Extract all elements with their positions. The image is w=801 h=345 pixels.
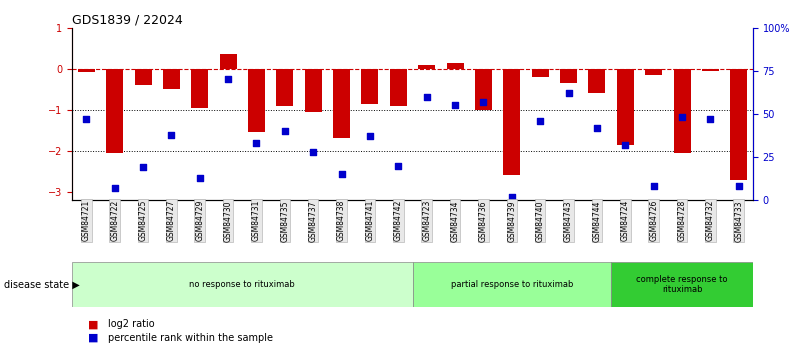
Point [675,115,688,120]
Bar [106,69,123,153]
Bar [191,69,208,108]
Text: GSM84737: GSM84737 [308,200,318,242]
Point [732,184,745,189]
Point [364,134,376,139]
Text: partial response to rituximab: partial response to rituximab [451,280,573,289]
Bar [304,69,322,112]
Text: disease state ▶: disease state ▶ [4,280,80,289]
Bar [731,69,747,179]
Text: GSM84727: GSM84727 [167,200,176,242]
Bar [645,69,662,75]
Text: GSM84732: GSM84732 [706,200,714,242]
Text: GSM84725: GSM84725 [139,200,147,242]
Bar [361,69,378,104]
Point [647,184,660,189]
Point [165,132,178,137]
Bar [248,69,265,132]
Text: GSM84729: GSM84729 [195,200,204,242]
Text: GSM84730: GSM84730 [223,200,232,242]
Text: GSM84723: GSM84723 [422,200,431,242]
Text: GSM84731: GSM84731 [252,200,261,242]
Point [279,128,292,134]
Bar [589,69,606,93]
Bar [135,69,151,85]
Text: GSM84726: GSM84726 [649,200,658,242]
Point [80,116,93,122]
Bar [674,69,690,153]
Point [590,125,603,130]
Text: complete response to
rituximab: complete response to rituximab [636,275,728,294]
Text: ■: ■ [88,333,99,343]
Bar [72,262,413,307]
Bar [532,69,549,77]
Bar [413,262,611,307]
Text: GSM84722: GSM84722 [111,200,119,242]
Text: ■: ■ [88,319,99,329]
Bar [611,262,753,307]
Point [108,185,121,191]
Bar [333,69,350,138]
Point [704,116,717,122]
Bar [276,69,293,106]
Bar [617,69,634,145]
Text: GDS1839 / 22024: GDS1839 / 22024 [72,13,183,27]
Text: GSM84728: GSM84728 [678,200,686,242]
Point [250,140,263,146]
Text: GSM84742: GSM84742 [394,200,403,242]
Text: GSM84744: GSM84744 [593,200,602,242]
Point [562,90,575,96]
Text: GSM84740: GSM84740 [536,200,545,242]
Point [137,165,150,170]
Point [222,77,235,82]
Point [449,102,461,108]
Bar [503,69,521,176]
Bar [219,54,236,69]
Text: GSM84724: GSM84724 [621,200,630,242]
Bar [163,69,180,89]
Bar [475,69,492,110]
Point [505,194,518,199]
Text: GSM84736: GSM84736 [479,200,488,242]
Bar [390,69,407,106]
Point [421,94,433,99]
Text: log2 ratio: log2 ratio [108,319,155,329]
Point [335,171,348,177]
Text: GSM84739: GSM84739 [507,200,517,242]
Text: GSM84735: GSM84735 [280,200,289,242]
Bar [418,65,435,69]
Text: no response to rituximab: no response to rituximab [189,280,296,289]
Point [619,142,632,148]
Point [533,118,546,124]
Point [392,163,405,168]
Text: GSM84733: GSM84733 [735,200,743,242]
Bar [446,62,464,69]
Point [193,175,206,180]
Text: GSM84738: GSM84738 [337,200,346,242]
Text: GSM84743: GSM84743 [564,200,573,242]
Bar [78,69,95,72]
Point [307,149,320,155]
Bar [702,69,718,71]
Text: GSM84734: GSM84734 [451,200,460,242]
Text: GSM84721: GSM84721 [82,200,91,242]
Point [477,99,490,105]
Bar [560,69,577,83]
Text: percentile rank within the sample: percentile rank within the sample [108,333,273,343]
Text: GSM84741: GSM84741 [365,200,374,242]
